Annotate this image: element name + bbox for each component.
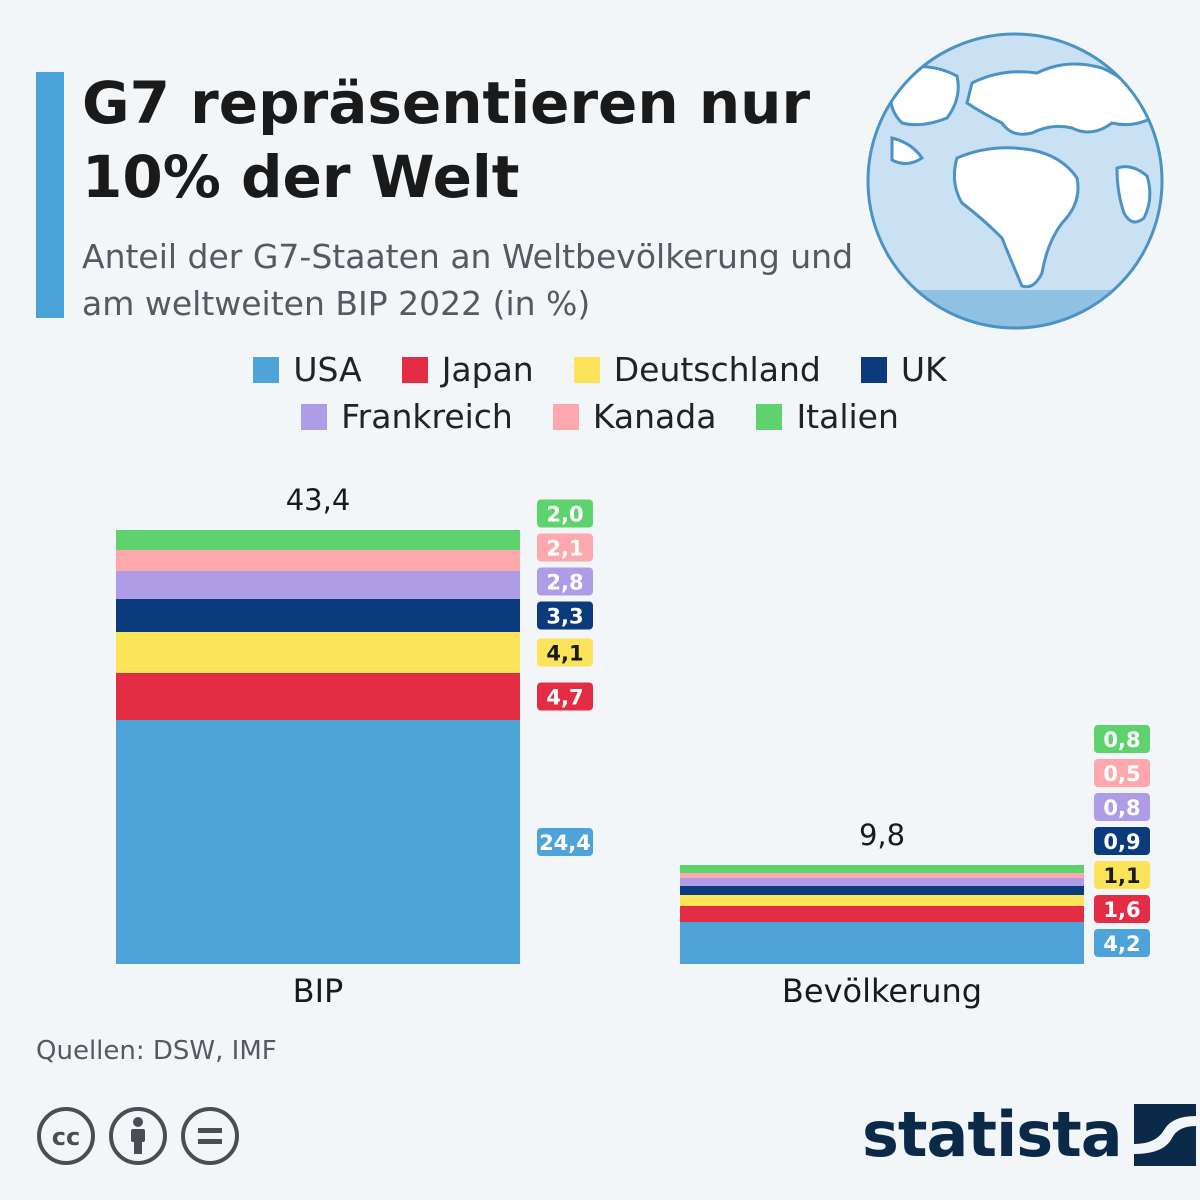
logo-wordmark: statista — [862, 1098, 1123, 1171]
value-label: 2,1 — [546, 537, 583, 561]
legend-swatch — [552, 403, 579, 430]
legend-label: Italien — [796, 397, 899, 436]
value-label: 0,9 — [1103, 830, 1140, 854]
bar-segment — [116, 530, 520, 550]
value-label: 4,2 — [1103, 932, 1140, 956]
source-note: Quellen: DSW, IMF — [36, 1036, 277, 1066]
category-label: Bevölkerung — [782, 972, 982, 1010]
value-label: 2,0 — [546, 503, 583, 527]
stacked-bar-chart: 43,4 BIP 24,4 4,7 4,1 3,3 2,8 2,1 2,0 9,8 Bevölker… — [116, 483, 1150, 1010]
value-label-chip — [537, 682, 593, 711]
value-label-chip — [537, 638, 593, 667]
bar-segment — [680, 895, 1084, 906]
legend-swatch — [573, 356, 600, 383]
value-label-chip — [537, 601, 593, 630]
bar-segment — [116, 571, 520, 599]
legend-row-1: USA Japan Deutschland UK — [0, 350, 1200, 389]
value-label-chip — [1094, 895, 1150, 923]
value-label-chip — [537, 533, 593, 562]
legend-item-uk: UK — [860, 350, 947, 389]
legend-label: USA — [293, 350, 362, 389]
bar-segment — [116, 720, 520, 964]
value-label: 2,8 — [546, 571, 583, 595]
value-label-chip — [1094, 827, 1150, 855]
bar-segment — [680, 865, 1084, 873]
legend-swatch — [301, 403, 328, 430]
category-label: BIP — [293, 972, 344, 1010]
value-label-chip — [1094, 759, 1150, 787]
page-subtitle: Anteil der G7-Staaten an Weltbevölkerung… — [82, 237, 854, 323]
value-label: 24,4 — [539, 831, 591, 855]
bar-segment — [116, 673, 520, 720]
legend-label: Frankreich — [341, 397, 513, 436]
bar-segment — [116, 632, 520, 673]
value-label: 3,3 — [546, 605, 583, 629]
value-label-chip — [537, 567, 593, 596]
value-label: 0,5 — [1103, 762, 1140, 786]
value-label: 1,1 — [1103, 864, 1140, 888]
legend-swatch — [860, 356, 887, 383]
legend-item-kanada: Kanada — [552, 397, 717, 436]
value-label-chip — [1094, 725, 1150, 753]
legend-item-italien: Italien — [756, 397, 899, 436]
value-label-chip — [537, 828, 593, 856]
statista-logo-icon — [1133, 1104, 1196, 1166]
bar-segment — [680, 873, 1084, 878]
value-label-chip — [1094, 861, 1150, 889]
value-label: 0,8 — [1103, 728, 1140, 752]
globe-icon — [866, 32, 1164, 330]
title-accent-bar — [36, 72, 64, 318]
bar-total-label: 43,4 — [286, 483, 351, 517]
legend-item-usa: USA — [253, 350, 362, 389]
value-label-chip — [537, 499, 593, 528]
bar-segment — [680, 886, 1084, 895]
bar-segment — [116, 599, 520, 632]
legend-item-deutschland: Deutschland — [573, 350, 821, 389]
bar-total-label: 9,8 — [859, 818, 905, 852]
legend-label: Deutschland — [613, 350, 821, 389]
value-label-chip — [1094, 929, 1150, 957]
legend-swatch — [253, 356, 280, 383]
bar-segment — [680, 922, 1084, 964]
statista-logo: statista — [862, 1100, 1196, 1170]
legend-label: UK — [900, 350, 947, 389]
attribution-icon — [109, 1107, 167, 1165]
value-label: 1,6 — [1103, 898, 1140, 922]
value-label: 4,7 — [546, 686, 583, 710]
legend-swatch — [401, 356, 428, 383]
legend-row-2: Frankreich Kanada Italien — [0, 397, 1200, 436]
legend-label: Japan — [441, 350, 534, 389]
legend-label: Kanada — [592, 397, 717, 436]
value-label-chip — [1094, 793, 1150, 821]
bar-segment — [680, 906, 1084, 922]
bar-segment — [680, 878, 1084, 886]
value-label: 0,8 — [1103, 796, 1140, 820]
value-label: 4,1 — [546, 642, 583, 666]
cc-icon: cc — [37, 1107, 95, 1165]
legend-item-frankreich: Frankreich — [301, 397, 513, 436]
legend-item-japan: Japan — [401, 350, 534, 389]
legend-swatch — [756, 403, 783, 430]
bar-segment — [116, 550, 520, 571]
svg-text:cc: cc — [52, 1123, 80, 1151]
no-derivatives-icon — [181, 1107, 239, 1165]
page-title: G7 repräsentieren nur 10% der Welt — [82, 69, 811, 211]
